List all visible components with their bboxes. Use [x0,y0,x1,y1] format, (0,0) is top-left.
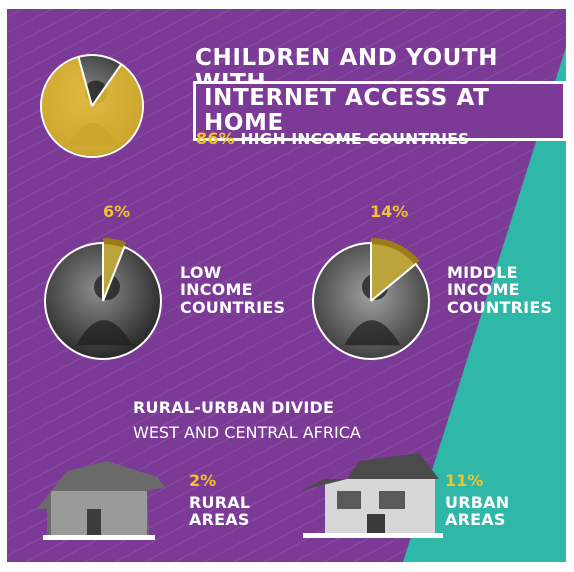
middle-income-label: MIDDLE INCOME COUNTRIES [447,263,553,317]
urban-building-window-2-icon [379,491,405,509]
high-income-value: 86% [196,129,235,148]
urban-building-door-icon [367,514,385,535]
low-income-pie-divider-end [102,245,126,302]
rural-hut-ground-icon [43,535,155,540]
middle-income-pie-value-tint [371,244,415,301]
low-income-label: LOW INCOME COUNTRIES [180,263,286,317]
urban-value: 11% [445,471,484,490]
urban-building-window-icon [337,491,361,509]
high-income-pie-divider-start [91,62,123,107]
middle-income-value: 14% [370,202,409,221]
middle-income-person-body-icon [344,320,401,346]
high-income-pie-value-slice [41,57,142,157]
chart-canvas [37,54,443,540]
urban-label: URBAN AREAS [445,493,510,530]
rural-hut-door-icon [87,509,101,535]
high-income-stat: 86% HIGH INCOME COUNTRIES [196,130,469,148]
urban-building-roof-icon [299,453,439,491]
infographic: CHILDREN AND YOUTH WITH INTERNET ACCESS … [7,9,566,562]
urban-building-ground-icon [303,533,443,538]
teal-diagonal-panel [403,47,566,562]
low-income-value: 6% [103,202,131,221]
rural-label: RURAL AREAS [189,493,251,530]
rural-urban-heading: RURAL-URBAN DIVIDE [133,398,335,417]
middle-income-pie-divider-end [370,262,418,302]
high-income-label: HIGH INCOME COUNTRIES [240,130,470,148]
low-income-person-body-icon [76,320,133,346]
rural-value: 2% [189,471,217,490]
high-income-pie-divider-end [77,55,93,107]
rural-urban-subheading: WEST AND CENTRAL AFRICA [133,423,361,442]
headline-line-2: INTERNET ACCESS AT HOME [193,81,566,141]
